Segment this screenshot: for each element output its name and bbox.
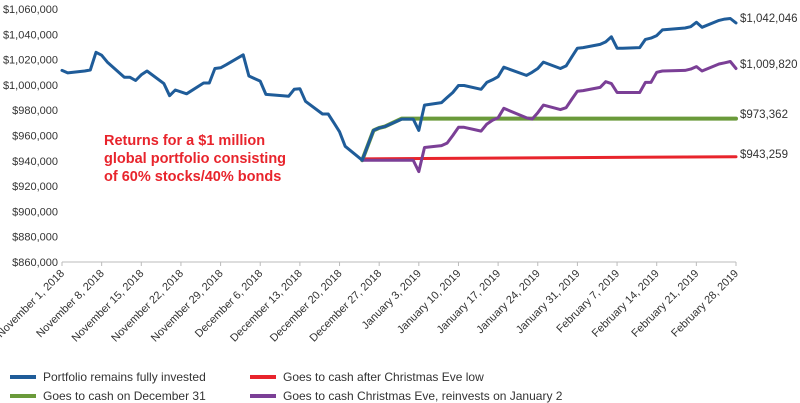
legend-swatch-cash-dec-31 bbox=[10, 394, 36, 398]
legend-item-fully-invested: Portfolio remains fully invested bbox=[10, 370, 206, 384]
y-tick-label: $1,000,000 bbox=[3, 80, 58, 92]
y-axis: $1,060,000 $1,040,000 $1,020,000 $1,000,000… bbox=[3, 4, 58, 269]
x-tick-label: November 1, 2018 bbox=[0, 268, 67, 340]
legend-swatch-fully-invested bbox=[10, 375, 36, 379]
legend-label-reinvests-jan-2: Goes to cash Christmas Eve, reinvests on… bbox=[283, 389, 563, 403]
y-tick-label: $960,000 bbox=[12, 131, 58, 143]
y-tick-label: $980,000 bbox=[12, 105, 58, 117]
legend-item-cash-christmas-eve: Goes to cash after Christmas Eve low bbox=[250, 370, 484, 384]
y-tick-label: $860,000 bbox=[12, 257, 58, 269]
legend-label-cash-christmas-eve: Goes to cash after Christmas Eve low bbox=[283, 370, 484, 384]
x-tick-label: February 21, 2019 bbox=[629, 268, 701, 340]
end-label-reinvests-jan-2: $1,009,820 bbox=[740, 59, 798, 71]
line-chart: $1,060,000 $1,040,000 $1,020,000 $1,000,000… bbox=[0, 4, 798, 345]
x-tick-label: December 6, 2018 bbox=[193, 268, 265, 340]
y-tick-label: $1,020,000 bbox=[3, 55, 58, 67]
legend-label-cash-dec-31: Goes to cash on December 31 bbox=[43, 389, 206, 403]
legend: Portfolio remains fully invested Goes to… bbox=[0, 362, 800, 403]
end-label-cash-christmas-eve: $943,259 bbox=[740, 149, 788, 161]
plot-area bbox=[60, 17, 738, 174]
series-line-cash-christmas-eve bbox=[360, 155, 738, 161]
series-line-reinvests-jan-2 bbox=[360, 60, 738, 174]
series-line-cash-dec-31 bbox=[360, 116, 738, 163]
y-tick-label: $1,040,000 bbox=[3, 29, 58, 41]
legend-item-cash-dec-31: Goes to cash on December 31 bbox=[10, 389, 206, 403]
x-tick-label: December 20, 2018 bbox=[268, 268, 345, 345]
y-tick-label: $1,060,000 bbox=[3, 4, 58, 16]
legend-swatch-reinvests-jan-2 bbox=[250, 394, 276, 398]
y-tick-label: $900,000 bbox=[12, 206, 58, 218]
series-line-fully-invested bbox=[60, 17, 738, 162]
y-tick-label: $920,000 bbox=[12, 181, 58, 193]
legend-label-fully-invested: Portfolio remains fully invested bbox=[43, 370, 206, 384]
x-tick-label: December 27, 2018 bbox=[307, 268, 384, 345]
legend-swatch-cash-christmas-eve bbox=[250, 375, 276, 379]
x-tick-label: November 22, 2018 bbox=[109, 268, 186, 345]
y-tick-label: $940,000 bbox=[12, 156, 58, 168]
x-tick-label: November 15, 2018 bbox=[70, 268, 147, 345]
x-tick-label: December 13, 2018 bbox=[228, 268, 305, 345]
end-labels: $1,042,046 $973,362 $943,259 $1,009,820 bbox=[740, 13, 798, 161]
x-tick-label: February 28, 2019 bbox=[669, 268, 741, 340]
end-label-fully-invested: $1,042,046 bbox=[740, 13, 798, 25]
end-label-cash-dec-31: $973,362 bbox=[740, 109, 788, 121]
annotation-line-3: of 60% stocks/40% bonds bbox=[104, 169, 281, 185]
y-tick-label: $880,000 bbox=[12, 232, 58, 244]
annotation-line-1: Returns for a $1 million bbox=[104, 133, 265, 149]
x-tick-label: November 8, 2018 bbox=[34, 268, 106, 340]
x-tick-label: February 14, 2019 bbox=[590, 268, 662, 340]
legend-item-reinvests-jan-2: Goes to cash Christmas Eve, reinvests on… bbox=[250, 389, 562, 403]
annotation-line-2: global portfolio consisting bbox=[104, 151, 286, 167]
x-tick-label: November 29, 2018 bbox=[149, 268, 226, 345]
